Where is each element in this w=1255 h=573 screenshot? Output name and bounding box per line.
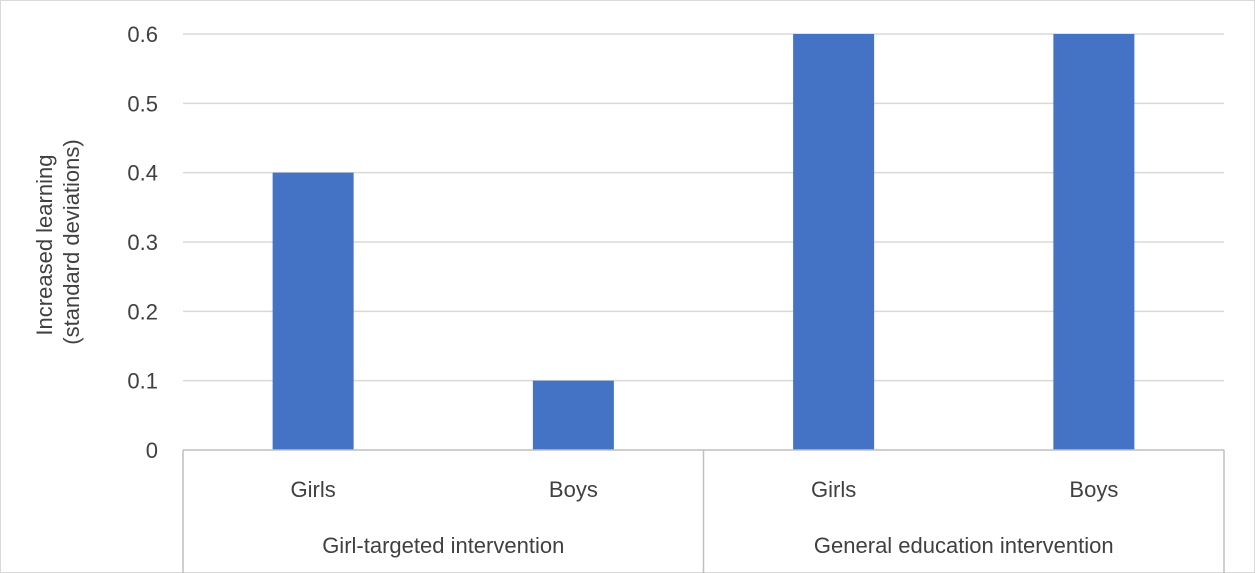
y-axis-title-line-1: Increased learning — [32, 155, 57, 336]
bars — [272, 34, 1135, 450]
bar — [272, 172, 354, 450]
group-label: Girl-targeted intervention — [322, 533, 564, 558]
y-tick-label: 0.2 — [127, 299, 158, 324]
gridlines — [183, 33, 1224, 382]
y-tick-labels: 0 0.1 0.2 0.3 0.4 0.5 0.6 — [127, 22, 158, 463]
category-label: Girls — [811, 477, 856, 502]
axes — [182, 449, 1225, 573]
category-label: Boys — [549, 477, 598, 502]
y-axis-title-line-2: (standard deviations) — [59, 139, 84, 344]
category-label: Boys — [1069, 477, 1118, 502]
category-labels: Girls Boys Girl-targeted intervention Girls… — [291, 477, 1119, 558]
bar — [1053, 34, 1135, 450]
category-label: Girls — [291, 477, 336, 502]
y-axis-title: Increased learning (standard deviations) — [32, 139, 84, 344]
bar — [532, 380, 614, 450]
y-tick-label: 0.4 — [127, 161, 158, 186]
y-tick-label: 0 — [146, 438, 158, 463]
y-tick-label: 0.5 — [127, 91, 158, 116]
y-tick-label: 0.3 — [127, 230, 158, 255]
y-tick-label: 0.6 — [127, 22, 158, 47]
bar — [793, 34, 875, 450]
y-tick-label: 0.1 — [127, 369, 158, 394]
group-label: General education intervention — [814, 533, 1114, 558]
